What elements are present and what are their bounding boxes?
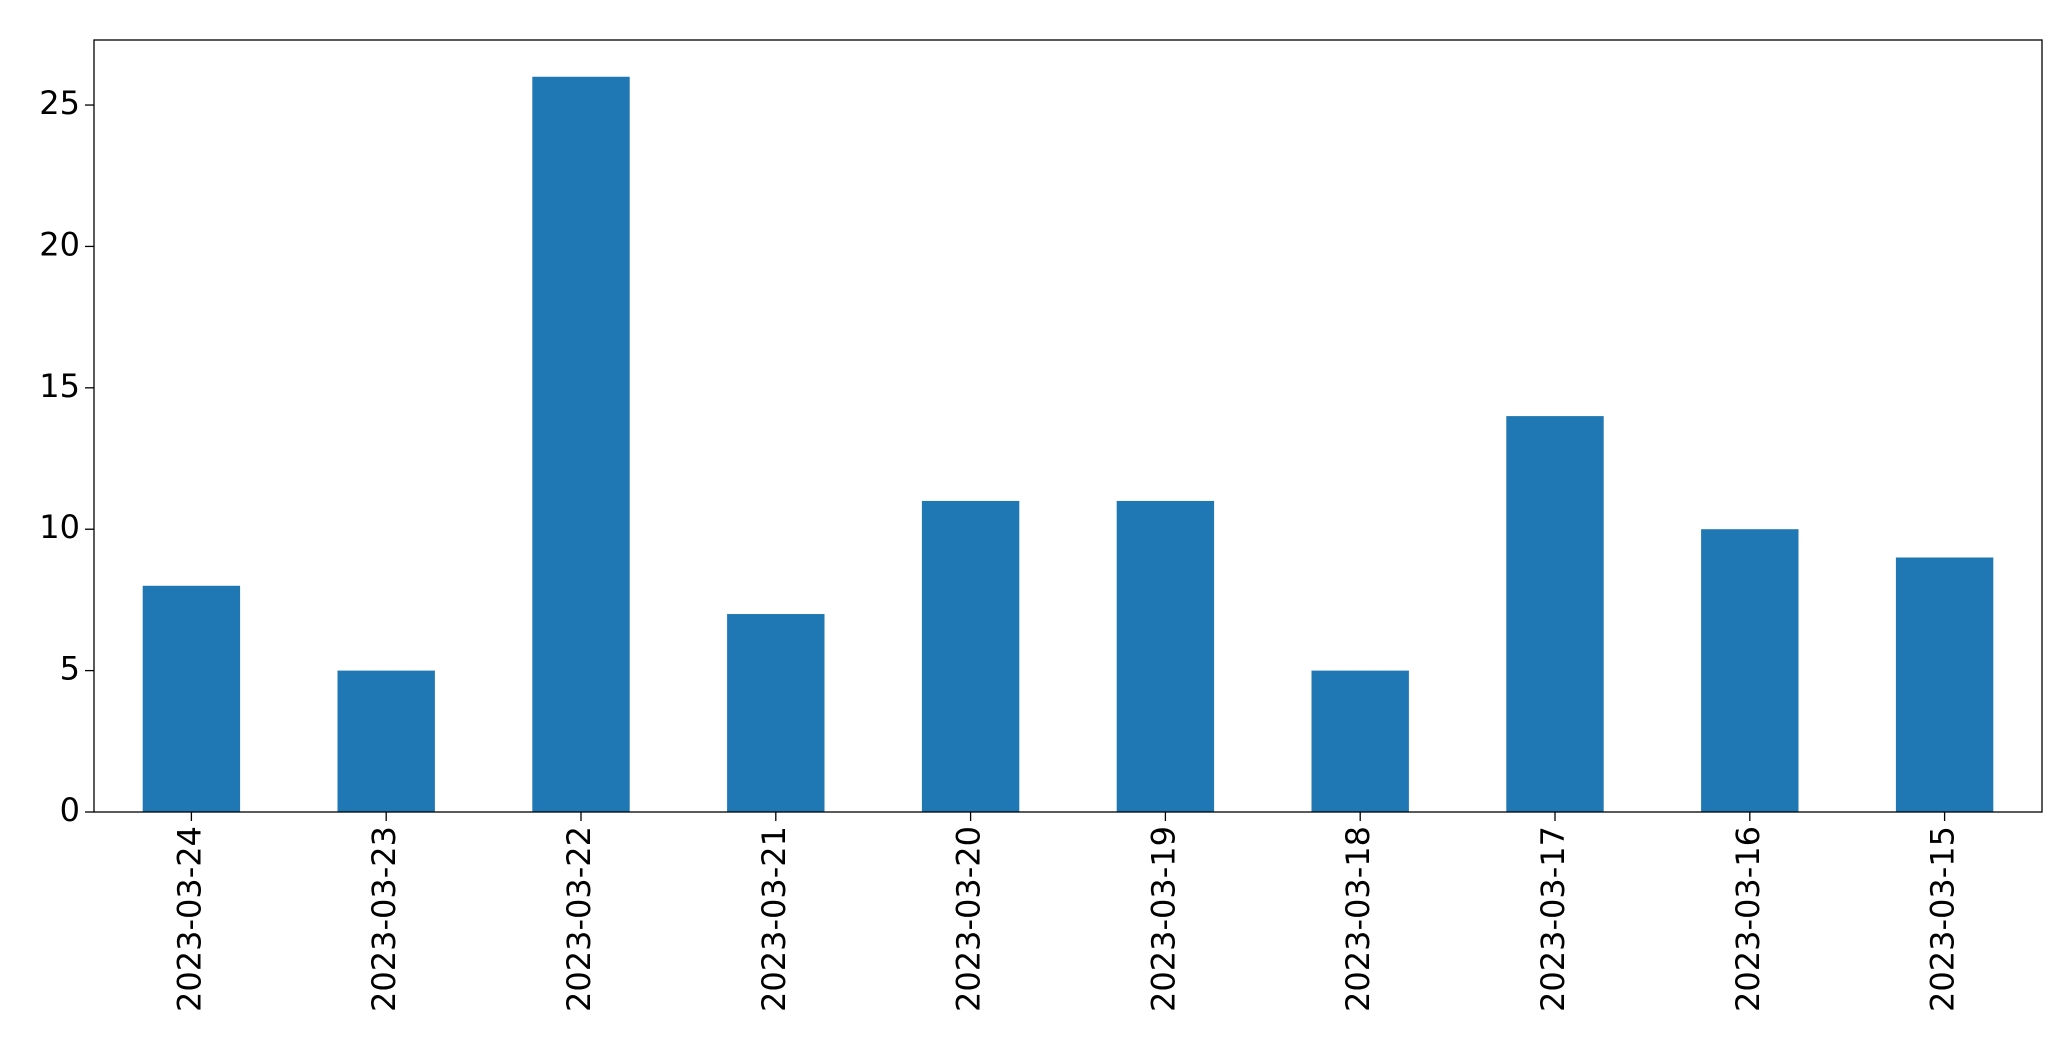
bar: [1895, 557, 1994, 812]
plot-frame: [93, 39, 2043, 813]
x-tick-label: 2023-03-16: [1729, 826, 1767, 1012]
bar: [1311, 670, 1409, 812]
y-tick-label: 5: [60, 650, 80, 688]
x-tick-label: 2023-03-15: [1924, 826, 1962, 1012]
x-tick-label: 2023-03-20: [950, 826, 988, 1012]
bar: [727, 614, 825, 812]
bar: [1701, 529, 1799, 812]
bar: [1116, 500, 1215, 812]
y-tick-label: 10: [39, 508, 80, 546]
x-tick-label: 2023-03-21: [755, 826, 793, 1012]
x-tick-label: 2023-03-24: [170, 826, 208, 1012]
bar: [1506, 416, 1604, 812]
x-tick-label: 2023-03-23: [365, 826, 403, 1012]
bar: [921, 500, 1020, 812]
bar: [142, 585, 241, 812]
bar: [337, 670, 435, 812]
y-tick-label: 15: [39, 367, 80, 405]
y-tick-label: 20: [39, 225, 80, 263]
y-tick-label: 25: [39, 84, 80, 122]
bar: [532, 76, 630, 812]
x-tick-label: 2023-03-22: [560, 826, 598, 1012]
x-tick-label: 2023-03-17: [1534, 826, 1572, 1012]
x-tick-label: 2023-03-18: [1339, 826, 1377, 1012]
y-tick-label: 0: [60, 791, 80, 829]
x-tick-label: 2023-03-19: [1144, 826, 1182, 1012]
